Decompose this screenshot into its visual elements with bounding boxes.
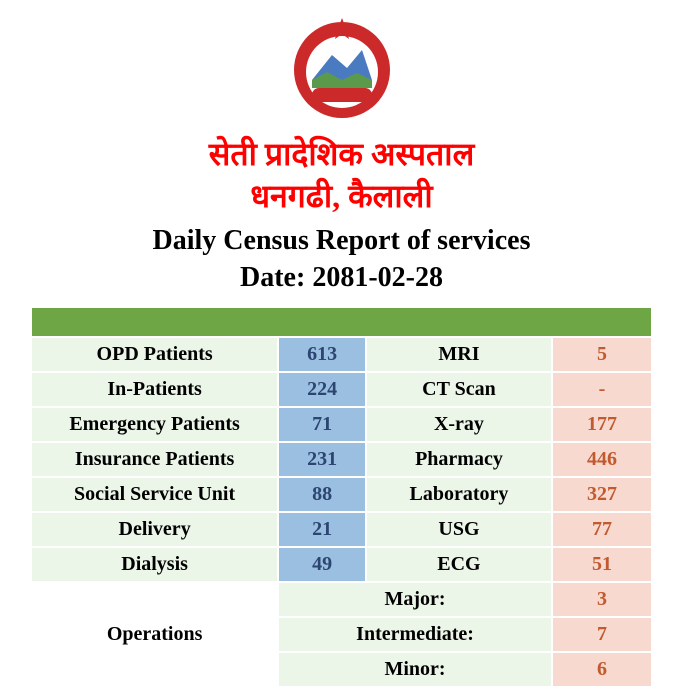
usg-value: 77 — [553, 513, 651, 546]
minor-label: Minor: — [279, 653, 551, 686]
ctscan-label: CT Scan — [367, 373, 551, 406]
table-row: Insurance Patients 231 Pharmacy 446 — [32, 443, 651, 476]
laboratory-label: Laboratory — [367, 478, 551, 511]
ssu-value: 88 — [279, 478, 365, 511]
hospital-name: सेती प्रादेशिक अस्पताल धनगढी, कैलाली — [30, 134, 653, 217]
xray-value: 177 — [553, 408, 651, 441]
inpatients-value: 224 — [279, 373, 365, 406]
ctscan-value: - — [553, 373, 651, 406]
laboratory-value: 327 — [553, 478, 651, 511]
intermediate-value: 7 — [553, 618, 651, 651]
insurance-label: Insurance Patients — [32, 443, 277, 476]
delivery-label: Delivery — [32, 513, 277, 546]
table-row: OPD Patients 613 MRI 5 — [32, 338, 651, 371]
census-table: OPD Patients 613 MRI 5 In-Patients 224 C… — [30, 306, 653, 688]
opd-label: OPD Patients — [32, 338, 277, 371]
table-row: Dialysis 49 ECG 51 — [32, 548, 651, 581]
xray-label: X-ray — [367, 408, 551, 441]
ecg-value: 51 — [553, 548, 651, 581]
pharmacy-label: Pharmacy — [367, 443, 551, 476]
dialysis-label: Dialysis — [32, 548, 277, 581]
nepal-emblem-logo — [282, 10, 402, 130]
delivery-value: 21 — [279, 513, 365, 546]
table-header-bar — [32, 308, 651, 336]
major-value: 3 — [553, 583, 651, 616]
operations-major-row: Operations Major: 3 — [32, 583, 651, 616]
table-row: Social Service Unit 88 Laboratory 327 — [32, 478, 651, 511]
operations-label: Operations — [32, 583, 277, 686]
dialysis-value: 49 — [279, 548, 365, 581]
report-title: Daily Census Report of services — [30, 223, 653, 259]
intermediate-label: Intermediate: — [279, 618, 551, 651]
major-label: Major: — [279, 583, 551, 616]
ecg-label: ECG — [367, 548, 551, 581]
table-row: Delivery 21 USG 77 — [32, 513, 651, 546]
emergency-label: Emergency Patients — [32, 408, 277, 441]
table-row: Emergency Patients 71 X-ray 177 — [32, 408, 651, 441]
usg-label: USG — [367, 513, 551, 546]
inpatients-label: In-Patients — [32, 373, 277, 406]
insurance-value: 231 — [279, 443, 365, 476]
table-row: In-Patients 224 CT Scan - — [32, 373, 651, 406]
ssu-label: Social Service Unit — [32, 478, 277, 511]
pharmacy-value: 446 — [553, 443, 651, 476]
emergency-value: 71 — [279, 408, 365, 441]
report-title-block: Daily Census Report of services Date: 20… — [30, 223, 653, 296]
hospital-name-line2: धनगढी, कैलाली — [30, 176, 653, 218]
minor-value: 6 — [553, 653, 651, 686]
mri-label: MRI — [367, 338, 551, 371]
opd-value: 613 — [279, 338, 365, 371]
mri-value: 5 — [553, 338, 651, 371]
report-date: Date: 2081-02-28 — [30, 260, 653, 296]
hospital-name-line1: सेती प्रादेशिक अस्पताल — [30, 134, 653, 176]
